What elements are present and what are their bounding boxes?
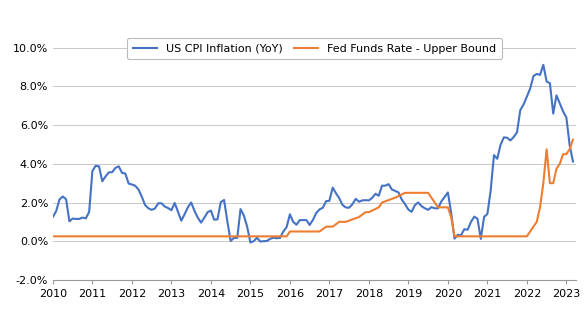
US CPI Inflation (YoY) — [217, 200, 224, 204]
US CPI Inflation (YoY) — [260, 239, 267, 243]
US CPI Inflation (YoY) — [385, 182, 392, 186]
Legend: US CPI Inflation (YoY), Fed Funds Rate - Upper Bound: US CPI Inflation (YoY), Fed Funds Rate -… — [127, 38, 502, 59]
Fed Funds Rate - Upper Bound — [49, 234, 56, 238]
Line: Fed Funds Rate - Upper Bound: Fed Funds Rate - Upper Bound — [53, 140, 573, 236]
Fed Funds Rate - Upper Bound — [392, 196, 399, 200]
US CPI Inflation (YoY) — [569, 160, 576, 163]
US CPI Inflation (YoY) — [49, 215, 56, 219]
Fed Funds Rate - Upper Bound — [188, 234, 195, 238]
Fed Funds Rate - Upper Bound — [402, 191, 409, 195]
US CPI Inflation (YoY) — [194, 216, 201, 219]
Fed Funds Rate - Upper Bound — [198, 234, 205, 238]
US CPI Inflation (YoY) — [490, 153, 497, 157]
Line: US CPI Inflation (YoY): US CPI Inflation (YoY) — [53, 65, 573, 243]
Fed Funds Rate - Upper Bound — [276, 234, 283, 238]
Fed Funds Rate - Upper Bound — [569, 138, 576, 142]
US CPI Inflation (YoY) — [247, 241, 254, 245]
US CPI Inflation (YoY) — [540, 63, 547, 67]
Fed Funds Rate - Upper Bound — [546, 181, 553, 185]
US CPI Inflation (YoY) — [431, 206, 438, 210]
